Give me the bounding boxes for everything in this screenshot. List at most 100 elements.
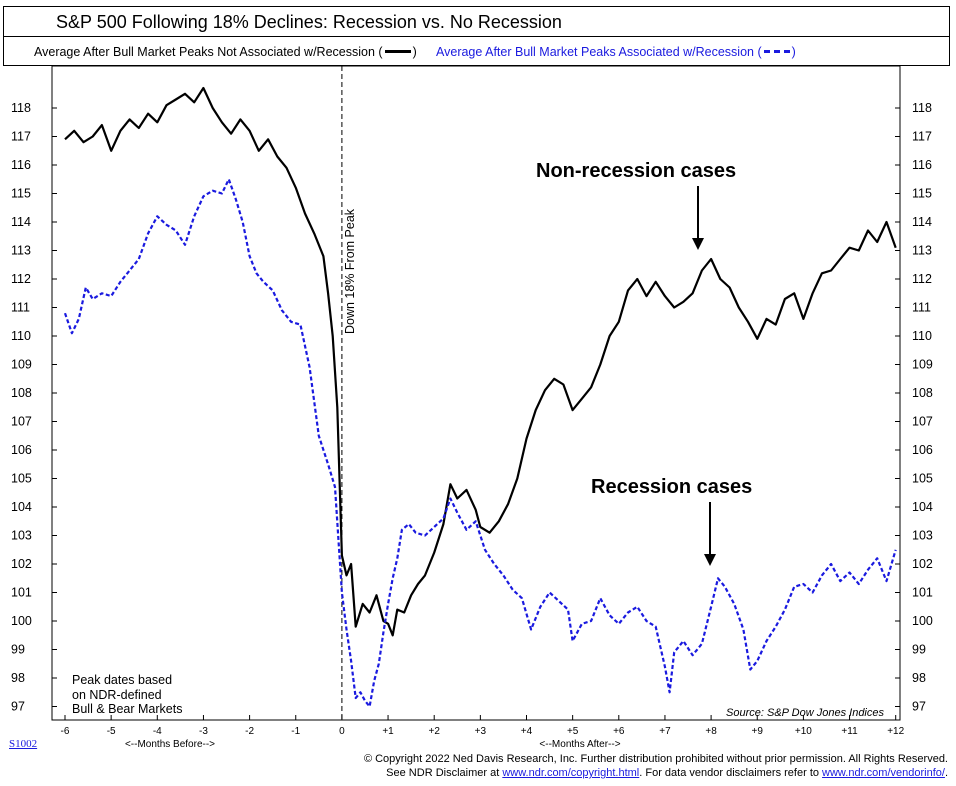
y-tick-label-right: 110 [912, 329, 932, 343]
x-tick-label: +11 [841, 726, 858, 737]
y-tick-label-left: 118 [11, 101, 31, 115]
y-tick-label-left: 112 [11, 272, 31, 286]
note-line-1: Peak dates based [72, 673, 173, 687]
y-tick-label-right: 109 [912, 358, 933, 372]
y-tick-label-left: 114 [11, 215, 31, 229]
x-tick-label: -4 [153, 726, 162, 737]
legend-swatch-solid [384, 50, 411, 54]
y-tick-label-left: 108 [11, 386, 32, 400]
legend-label-recession: Average After Bull Market Peaks Associat… [436, 45, 754, 59]
annotation-non-recession: Non-recession cases [536, 160, 737, 182]
y-tick-label-right: 117 [912, 130, 932, 144]
legend-paren-open-2: ( [757, 45, 762, 59]
x-tick-label: -2 [245, 726, 254, 737]
note-line-2: on NDR-defined [72, 687, 162, 702]
y-tick-label-right: 118 [912, 101, 932, 115]
y-tick-label-right: 116 [912, 158, 932, 172]
y-tick-label-left: 100 [11, 614, 32, 628]
y-tick-label-left: 97 [11, 700, 25, 714]
x-tick-label: +2 [428, 726, 440, 737]
y-tick-label-right: 105 [912, 472, 933, 486]
x-tick-label: +8 [705, 726, 717, 737]
chart-id-link[interactable]: S1002 [9, 738, 38, 750]
source-label: Source: S&P Dow Jones Indices [726, 707, 884, 719]
y-tick-label-right: 112 [912, 272, 932, 286]
x-tick-label: +6 [613, 726, 625, 737]
plot-area [51, 65, 901, 721]
y-tick-label-right: 103 [912, 529, 933, 543]
y-tick-label-right: 104 [912, 500, 933, 514]
x-tick-label: +10 [795, 726, 812, 737]
y-tick-label-right: 111 [912, 301, 931, 315]
copyright-footer: © Copyright 2022 Ned Davis Research, Inc… [364, 752, 948, 780]
y-tick-label-right: 107 [912, 415, 933, 429]
x-tick-label: +5 [567, 726, 579, 737]
peak-dates-note: Peak dates based on NDR-defined Bull & B… [72, 673, 182, 717]
legend-paren-open: ( [378, 45, 383, 59]
x-tick-label: -1 [291, 726, 300, 737]
chart-title: S&P 500 Following 18% Declines: Recessio… [56, 12, 562, 32]
y-tick-label-left: 116 [11, 158, 31, 172]
x-tick-label: +4 [521, 726, 533, 737]
disclaimer-line: See NDR Disclaimer at www.ndr.com/copyri… [364, 766, 948, 780]
y-tick-label-right: 108 [912, 386, 933, 400]
y-tick-label-left: 104 [11, 500, 32, 514]
x-tick-label: +7 [659, 726, 671, 737]
y-tick-label-left: 102 [11, 557, 32, 571]
y-tick-label-left: 115 [11, 187, 31, 201]
legend-paren-close: ) [412, 45, 417, 59]
series-line-non-recession [64, 86, 897, 637]
x-axis-label-before: <--Months Before--> [125, 739, 215, 750]
title-bar: S&P 500 Following 18% Declines: Recessio… [3, 6, 950, 36]
x-tick-label: -5 [107, 726, 116, 737]
copyright-line: © Copyright 2022 Ned Davis Research, Inc… [363, 753, 948, 765]
x-tick-label: +12 [887, 726, 904, 737]
y-tick-label-left: 113 [11, 244, 31, 258]
y-tick-label-right: 114 [912, 215, 932, 229]
disclaimer-suffix: . [944, 767, 948, 779]
y-tick-label-right: 100 [912, 614, 933, 628]
annotation-recession: Recession cases [591, 476, 753, 498]
x-tick-label: -6 [61, 726, 70, 737]
arrow-recession-head [704, 554, 716, 566]
down-18-percent-label: Down 18% From Peak [343, 208, 357, 334]
legend-item-recession: Average After Bull Market Peaks Associat… [436, 45, 796, 59]
y-tick-label-left: 105 [11, 472, 32, 486]
y-tick-label-left: 107 [11, 415, 32, 429]
legend-paren-close-2: ) [791, 45, 796, 59]
y-tick-label-right: 113 [912, 244, 932, 258]
y-tick-label-right: 99 [912, 643, 926, 657]
x-tick-label: +1 [382, 726, 394, 737]
disclaimer-prefix: See NDR Disclaimer at [386, 767, 503, 779]
y-tick-label-left: 101 [11, 586, 32, 600]
arrow-non-recession-head [692, 238, 704, 250]
y-tick-label-left: 98 [11, 671, 25, 685]
x-tick-label: +9 [752, 726, 764, 737]
y-tick-label-right: 101 [912, 586, 933, 600]
y-tick-label-right: 115 [912, 187, 932, 201]
vendor-info-link[interactable]: www.ndr.com/vendorinfo/ [822, 767, 945, 779]
y-tick-label-left: 109 [11, 358, 32, 372]
copyright-link[interactable]: www.ndr.com/copyright.html [502, 767, 640, 779]
y-tick-label-left: 106 [11, 443, 32, 457]
y-tick-label-right: 98 [912, 671, 926, 685]
legend-swatch-dashed [763, 50, 790, 54]
y-tick-label-right: 97 [912, 700, 926, 714]
disclaimer-mid: . For data vendor disclaimers refer to [639, 767, 823, 779]
y-tick-label-right: 106 [912, 443, 933, 457]
note-line-3: Bull & Bear Markets [72, 702, 183, 716]
legend-label-non-recession: Average After Bull Market Peaks Not Asso… [34, 45, 375, 59]
y-tick-label-left: 110 [11, 329, 31, 343]
x-axis-label-after: <--Months After--> [539, 739, 620, 750]
series-line-recession [63, 178, 897, 708]
y-tick-label-left: 117 [11, 130, 31, 144]
x-tick-label: 0 [339, 726, 345, 737]
legend-item-non-recession: Average After Bull Market Peaks Not Asso… [34, 45, 417, 59]
y-tick-label-left: 99 [11, 643, 25, 657]
x-tick-label: -3 [199, 726, 208, 737]
y-tick-label-left: 103 [11, 529, 32, 543]
x-tick-label: +3 [475, 726, 487, 737]
y-tick-label-left: 111 [11, 301, 30, 315]
